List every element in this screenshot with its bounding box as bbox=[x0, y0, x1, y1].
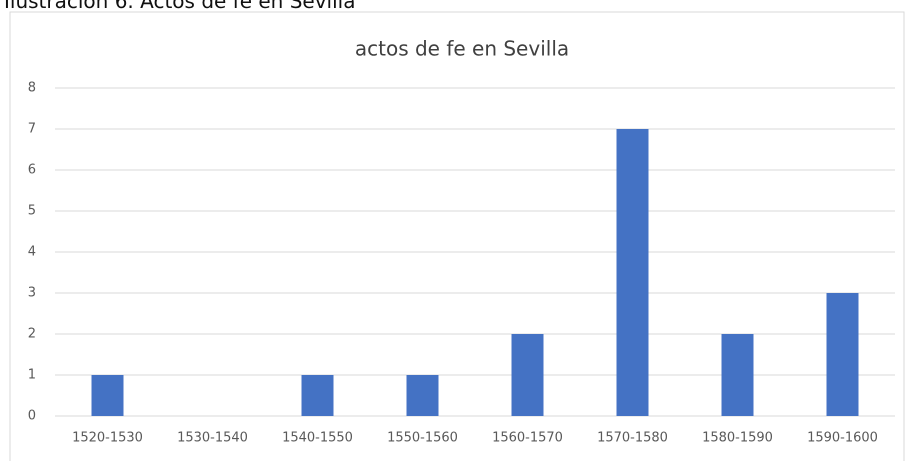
y-tick-label: 5 bbox=[28, 204, 36, 219]
y-tick-label: 6 bbox=[28, 163, 36, 178]
bar bbox=[511, 334, 544, 416]
chart-title: actos de fe en Sevilla bbox=[355, 37, 569, 61]
bar bbox=[301, 375, 334, 416]
y-tick-label: 2 bbox=[28, 327, 36, 342]
x-tick-label: 1570-1580 bbox=[597, 431, 668, 446]
y-tick-label: 7 bbox=[28, 122, 36, 137]
bar bbox=[826, 293, 859, 416]
x-tick-label: 1560-1570 bbox=[492, 431, 563, 446]
x-tick-label: 1530-1540 bbox=[177, 431, 248, 446]
y-tick-label: 3 bbox=[28, 286, 36, 301]
y-tick-label: 1 bbox=[28, 368, 36, 383]
bar bbox=[616, 129, 649, 416]
y-tick-label: 4 bbox=[28, 245, 36, 260]
x-tick-label: 1550-1560 bbox=[387, 431, 458, 446]
x-tick-label: 1520-1530 bbox=[72, 431, 143, 446]
chart-frame bbox=[9, 11, 905, 461]
bar bbox=[406, 375, 439, 416]
bar bbox=[91, 375, 124, 416]
bar bbox=[721, 334, 754, 416]
caption: Ilustración 6. Actos de fe en Sevilla bbox=[4, 0, 355, 13]
x-tick-label: 1590-1600 bbox=[807, 431, 878, 446]
y-tick-label: 0 bbox=[28, 409, 36, 424]
y-tick-label: 8 bbox=[28, 81, 36, 96]
x-tick-label: 1540-1550 bbox=[282, 431, 353, 446]
x-tick-label: 1580-1590 bbox=[702, 431, 773, 446]
